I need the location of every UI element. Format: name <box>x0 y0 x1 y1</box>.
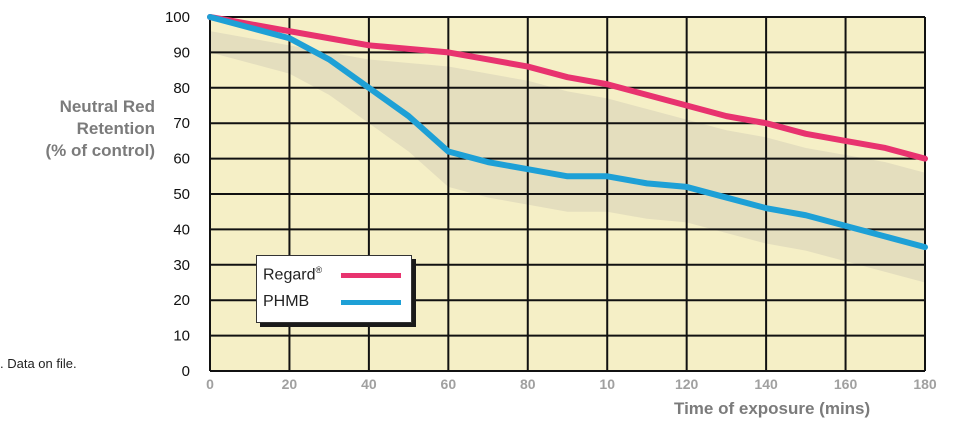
footnote: . Data on file. <box>0 356 77 371</box>
registered-mark: ® <box>315 265 322 275</box>
x-tick-label: 180 <box>913 376 937 392</box>
x-tick-label: 120 <box>675 376 699 392</box>
x-tick-label: 80 <box>520 376 536 392</box>
y-tick-label: 70 <box>173 115 190 132</box>
legend-label-phmb: PHMB <box>263 293 341 311</box>
legend-item-phmb: PHMB <box>263 291 401 313</box>
y-tick-label: 10 <box>173 328 190 345</box>
x-tick-label: 10 <box>599 376 615 392</box>
x-tick-label: 40 <box>361 376 377 392</box>
y-tick-label: 30 <box>173 257 190 274</box>
x-tick-label: 140 <box>754 376 778 392</box>
y-tick-label: 20 <box>173 292 190 309</box>
y-axis-label-line-3: (% of control) <box>45 140 155 162</box>
x-tick-labels: 0 20 40 60 80 10 120 140 160 180 <box>206 376 937 392</box>
x-tick-label: 0 <box>206 376 214 392</box>
legend-swatch-phmb <box>341 300 401 305</box>
legend-item-regard: Regard® <box>263 264 401 286</box>
y-axis-label-line-2: Retention <box>45 118 155 140</box>
x-tick-label: 160 <box>834 376 858 392</box>
x-tick-label: 60 <box>441 376 457 392</box>
y-tick-label: 60 <box>173 151 190 168</box>
y-tick-label: 40 <box>173 221 190 238</box>
y-tick-label: 0 <box>182 363 190 380</box>
y-tick-label: 90 <box>173 44 190 61</box>
y-tick-label: 80 <box>173 80 190 97</box>
y-axis-label: Neutral Red Retention (% of control) <box>45 96 155 162</box>
y-axis-label-line-1: Neutral Red <box>45 96 155 118</box>
legend-label-regard: Regard <box>263 267 315 284</box>
x-axis-label: Time of exposure (mins) <box>674 399 870 419</box>
y-tick-label: 100 <box>165 9 190 26</box>
y-tick-labels: 0 10 20 30 40 50 60 70 80 90 100 <box>165 9 190 380</box>
x-tick-label: 20 <box>282 376 298 392</box>
legend-swatch-regard <box>341 273 401 278</box>
legend: Regard® PHMB <box>256 255 412 323</box>
y-tick-label: 50 <box>173 186 190 203</box>
